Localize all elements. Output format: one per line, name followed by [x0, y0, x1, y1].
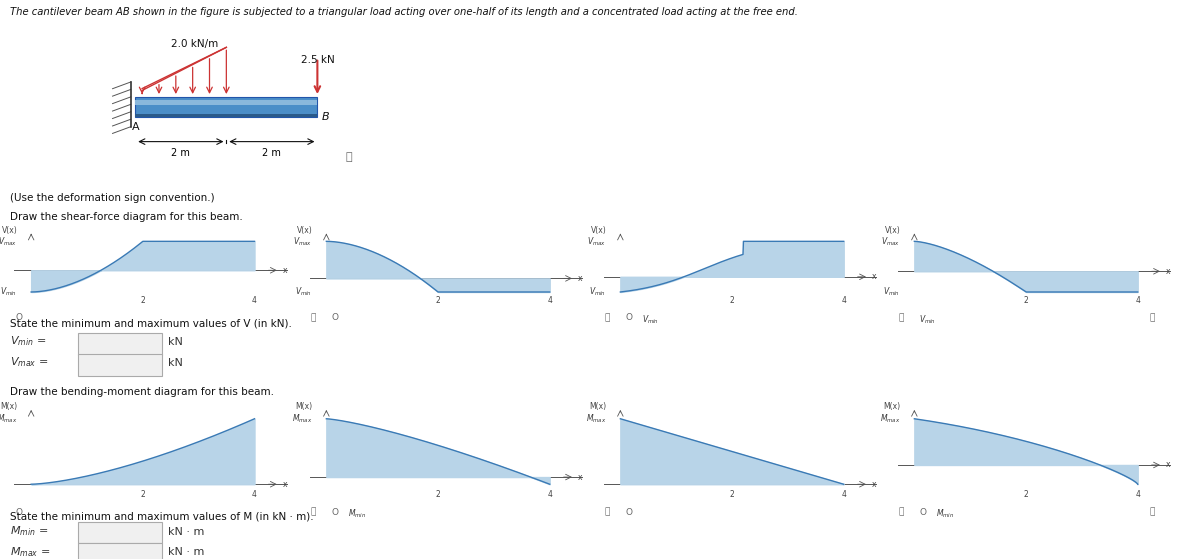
Text: 2.5 kN: 2.5 kN: [300, 55, 335, 65]
Text: B: B: [322, 112, 330, 122]
Text: V(x): V(x): [1, 226, 17, 235]
Text: 2 m: 2 m: [172, 148, 191, 158]
Text: kN: kN: [168, 337, 182, 347]
Text: M(x): M(x): [0, 402, 17, 411]
Text: $V_{min}$: $V_{min}$: [919, 313, 936, 325]
Text: O: O: [919, 508, 926, 517]
Text: $M_{min}$: $M_{min}$: [936, 508, 954, 520]
Text: State the minimum and maximum values of M (in kN · m).: State the minimum and maximum values of …: [10, 511, 313, 522]
Text: ⓘ: ⓘ: [605, 508, 610, 517]
Text: x: x: [1165, 267, 1170, 276]
Text: $M_{max}$: $M_{max}$: [586, 413, 606, 425]
Text: 2: 2: [436, 490, 440, 499]
Text: $V_{min}$: $V_{min}$: [0, 286, 17, 299]
Text: 2: 2: [730, 490, 734, 499]
Text: V(x): V(x): [296, 226, 312, 235]
Text: O: O: [625, 313, 632, 322]
Text: 4: 4: [252, 490, 257, 499]
Text: 4: 4: [1135, 490, 1140, 499]
Text: $V_{min}$: $V_{min}$: [883, 286, 900, 299]
Text: O: O: [16, 313, 23, 322]
Text: $V_{min}$: $V_{min}$: [295, 286, 312, 299]
Text: $M_{min}$ =: $M_{min}$ =: [10, 524, 48, 538]
Text: (Use the deformation sign convention.): (Use the deformation sign convention.): [10, 193, 215, 203]
Text: x: x: [871, 272, 876, 281]
Text: 2: 2: [140, 296, 145, 305]
Text: O: O: [625, 508, 632, 517]
Text: $V_{max}$: $V_{max}$: [0, 235, 17, 248]
Text: ⓘ: ⓘ: [311, 313, 316, 322]
Text: kN: kN: [168, 358, 182, 368]
Text: $M_{max}$: $M_{max}$: [0, 413, 17, 425]
Text: $V_{max}$ =: $V_{max}$ =: [10, 356, 48, 369]
Text: M(x): M(x): [589, 402, 606, 411]
Text: O: O: [331, 508, 338, 517]
Bar: [136, 113, 317, 117]
Text: ⓘ: ⓘ: [605, 313, 610, 322]
Text: 2: 2: [1024, 490, 1028, 499]
Text: 4: 4: [841, 490, 846, 499]
Text: ⓘ: ⓘ: [1150, 313, 1154, 322]
Text: x: x: [1165, 461, 1170, 470]
Text: $M_{max}$: $M_{max}$: [880, 413, 900, 425]
Text: $V_{min}$: $V_{min}$: [589, 286, 606, 299]
Text: 4: 4: [1135, 296, 1140, 305]
Text: V(x): V(x): [590, 226, 606, 235]
Text: 2: 2: [1024, 296, 1028, 305]
Text: M(x): M(x): [295, 402, 312, 411]
Text: O: O: [16, 508, 23, 517]
Text: ⓘ: ⓘ: [1150, 508, 1154, 517]
Text: $V_{max}$: $V_{max}$: [882, 235, 900, 248]
Text: $V_{min}$: $V_{min}$: [642, 313, 659, 325]
Text: 2.0 kN/m: 2.0 kN/m: [170, 39, 218, 49]
Text: x: x: [282, 480, 287, 489]
Text: $M_{max}$: $M_{max}$: [292, 413, 312, 425]
Text: State the minimum and maximum values of V (in kN).: State the minimum and maximum values of …: [10, 319, 292, 329]
Text: V(x): V(x): [884, 226, 900, 235]
Text: ⓘ: ⓘ: [346, 151, 353, 162]
Text: 4: 4: [841, 296, 846, 305]
Text: $V_{max}$: $V_{max}$: [588, 235, 606, 248]
Text: Draw the bending-moment diagram for this beam.: Draw the bending-moment diagram for this…: [10, 387, 274, 397]
Text: kN · m: kN · m: [168, 547, 204, 557]
Text: x: x: [577, 274, 582, 283]
Text: 2 m: 2 m: [263, 148, 281, 158]
Text: 4: 4: [547, 490, 552, 499]
Text: 4: 4: [547, 296, 552, 305]
Text: $M_{max}$ =: $M_{max}$ =: [10, 545, 50, 558]
Text: $M_{min}$: $M_{min}$: [348, 508, 366, 520]
Text: 2: 2: [730, 296, 734, 305]
Text: M(x): M(x): [883, 402, 900, 411]
Text: ⓘ: ⓘ: [899, 508, 904, 517]
Text: 2: 2: [140, 490, 145, 499]
Text: x: x: [577, 472, 582, 481]
Text: 2: 2: [436, 296, 440, 305]
Bar: [136, 97, 317, 117]
Text: O: O: [331, 313, 338, 322]
Text: ⓘ: ⓘ: [311, 508, 316, 517]
Text: $V_{min}$ =: $V_{min}$ =: [10, 334, 46, 348]
Text: The cantilever beam AB shown in the figure is subjected to a triangular load act: The cantilever beam AB shown in the figu…: [10, 7, 798, 17]
Text: Draw the shear-force diagram for this beam.: Draw the shear-force diagram for this be…: [10, 212, 242, 222]
Bar: [136, 100, 317, 105]
Text: x: x: [871, 480, 876, 489]
Text: ⓘ: ⓘ: [899, 313, 904, 322]
Text: A: A: [132, 122, 139, 132]
Text: 4: 4: [252, 296, 257, 305]
Text: $V_{max}$: $V_{max}$: [294, 235, 312, 248]
Text: x: x: [282, 266, 287, 275]
Text: kN · m: kN · m: [168, 527, 204, 537]
